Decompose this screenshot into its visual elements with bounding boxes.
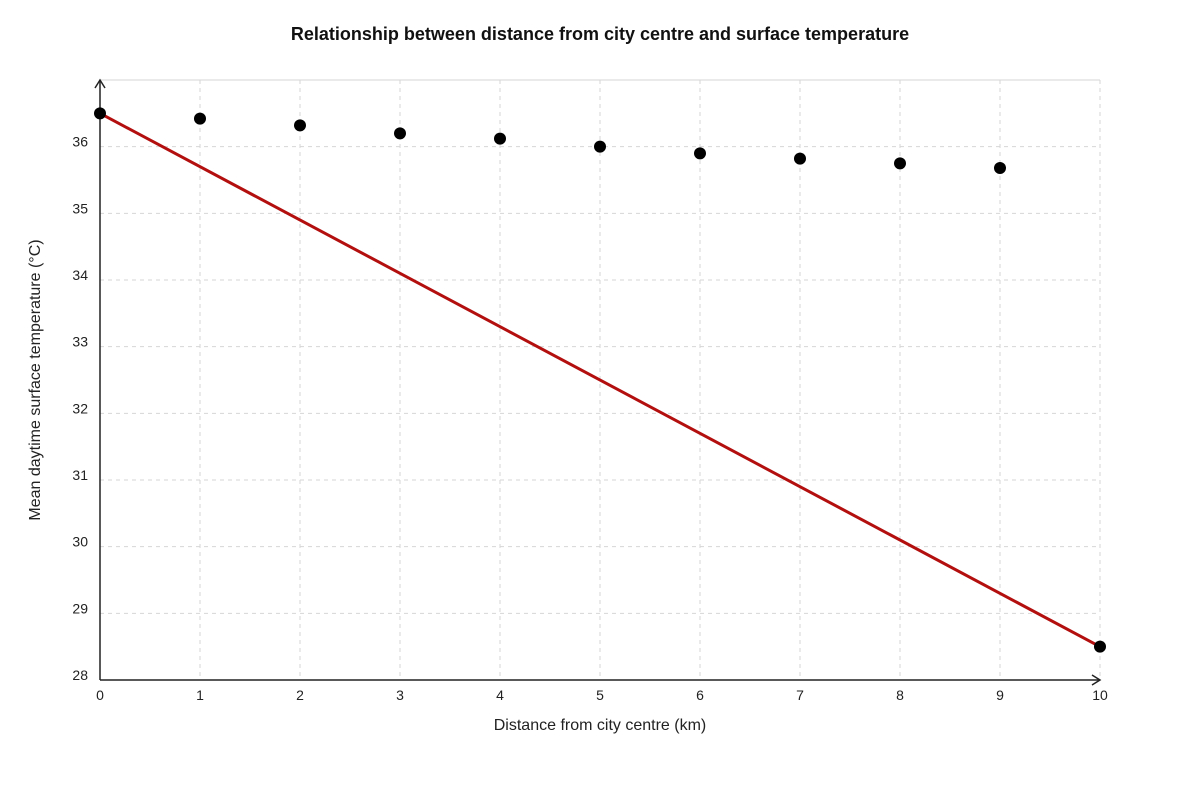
x-tick-label: 4 [496,687,504,703]
data-marks [94,107,1106,653]
x-tick-label: 9 [996,687,1004,703]
axes [94,78,1102,686]
data-point [394,127,406,140]
x-tick-label: 3 [396,687,404,703]
data-point [494,132,506,145]
data-point [294,119,306,132]
x-tick-label: 7 [796,687,804,703]
x-axis-label: Distance from city centre (km) [494,717,706,734]
data-point [594,140,606,153]
y-axis-label: Mean daytime surface temperature (°C) [27,239,44,520]
data-point [1094,640,1106,653]
x-axis-arrow [1091,674,1102,686]
y-tick-label: 28 [72,667,88,683]
y-tick-label: 35 [72,200,88,216]
y-axis-arrow [94,78,106,89]
data-point [994,162,1006,174]
data-point [794,152,806,165]
x-tick-label: 6 [696,687,704,703]
y-tick-label: 34 [72,267,88,283]
trend-line [99,112,1101,648]
x-tick-label: 1 [196,687,204,703]
x-tick-label: 10 [1092,687,1108,703]
y-tick-label: 33 [72,334,88,350]
chart-title: Relationship between distance from city … [291,24,909,44]
x-tick-label: 5 [596,687,604,703]
data-point [194,112,206,125]
y-tick-label: 31 [72,467,88,483]
grid [100,79,1101,680]
x-tick-label: 2 [296,687,304,703]
y-tick-label: 29 [72,600,88,616]
x-tick-label: 8 [896,687,904,703]
x-tick-label: 0 [96,687,104,703]
y-tick-label: 30 [72,534,88,550]
y-tick-label: 36 [72,134,88,150]
y-tick-label: 32 [72,400,88,416]
data-point [894,157,906,170]
data-point [94,107,106,120]
data-point [694,147,706,160]
